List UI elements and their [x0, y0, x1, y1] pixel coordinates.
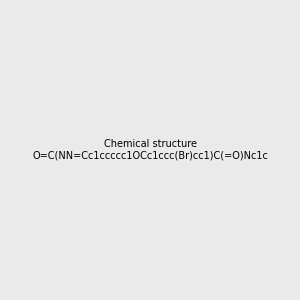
Text: Chemical structure
O=C(NN=Cc1ccccc1OCc1ccc(Br)cc1)C(=O)Nc1c: Chemical structure O=C(NN=Cc1ccccc1OCc1c…: [32, 139, 268, 161]
